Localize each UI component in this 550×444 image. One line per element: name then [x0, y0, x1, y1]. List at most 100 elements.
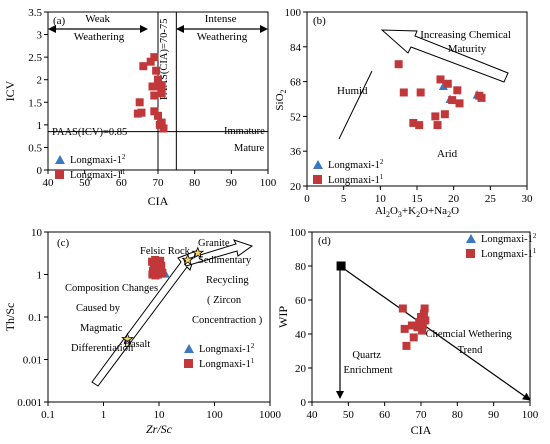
panel-d-ticks: 40 50 60 70 80 90 100 0 20 40 60 80 100: [290, 227, 539, 421]
panel-d-point-square: [400, 324, 409, 333]
panel-b-legend-1-name: Longmaxi-1: [328, 175, 380, 186]
panel-c: 0.1 1 10 100 1000 0.001 0.01 0.1 1 10 (c) Felsic …: [3, 227, 282, 436]
panel-a-point-square: [154, 75, 162, 84]
panel-d-legend-1-sup: 1: [533, 247, 537, 255]
panel-a-weak-line1: Weak: [85, 13, 110, 25]
panel-a-point-square: [157, 81, 166, 90]
panel-a-ytick-label: 3: [37, 30, 43, 42]
panel-c-reference-star: [191, 246, 205, 259]
panel-b-legend-item-1: Longmaxi-11: [328, 173, 384, 186]
panel-a-ticks: 40 50 60 70 80 90 100 0 0.5 1 1.5 2 2.5 3 3.5: [28, 7, 277, 189]
panel-d-xtick-label: 90: [488, 409, 500, 421]
panel-c-zircon-text: ( Zircon: [207, 295, 242, 306]
panel-b-label: (b): [313, 15, 326, 27]
panel-b-legend-2-name: Longmaxi-1: [328, 160, 380, 171]
panel-a-paas-icv-label: PAAS(ICV)=0.85: [52, 127, 127, 138]
panel-a-xtick-label: 60: [116, 177, 128, 189]
panel-b-point-square: [394, 60, 403, 69]
panel-b-point-square: [436, 75, 445, 84]
panel-c-reference-star: [181, 253, 195, 266]
panel-c-ytick-label: 0.01: [23, 355, 42, 367]
panel-a-point-square: [135, 98, 144, 107]
panel-d-legend-1-name: Longmaxi-1: [481, 249, 533, 260]
panel-b-point-square: [448, 96, 457, 105]
panel-a-point-square: [150, 107, 159, 116]
panel-d-reference-square: [336, 261, 346, 271]
panel-a-paas-cia-label: PAAS(CIA)=70-75: [159, 19, 170, 100]
panel-b-xtick-label: 25: [485, 193, 497, 205]
panel-c-xtick-label: 100: [206, 409, 223, 421]
panel-b-ticks: 0 5 10 15 20 25 30 20 36 52 68 84 100: [285, 7, 534, 205]
panel-c-recycling-arrow: [183, 239, 254, 267]
panel-a-point-square: [157, 89, 166, 98]
panel-a-ytick-label: 0.5: [28, 142, 42, 154]
panel-b-ytick-label: 68: [290, 77, 302, 89]
panel-a-point-square: [152, 66, 161, 75]
panel-b-arid-label: Arid: [437, 148, 458, 160]
panel-c-legend-square-icon: [184, 359, 193, 368]
panel-a-weak-arrowhead-left: [48, 25, 56, 33]
panel-d-point-square: [409, 333, 418, 342]
panel-d-ytick-label: 20: [295, 363, 307, 375]
panel-c-legend-1-sup: 1: [251, 357, 255, 365]
panel-b-point-triangle: [438, 81, 448, 90]
panel-c-xtick-label: 10: [154, 409, 166, 421]
panel-c-felsic-label: Felsic Rock: [140, 246, 191, 257]
panel-b-xtick-label: 15: [412, 193, 424, 205]
panel-d-ytick-label: 0: [301, 397, 307, 409]
panel-c-legend: Longmaxi-12 Longmaxi-11: [184, 342, 255, 370]
panel-b-xlabel: Al2O3+K2O+Na2O: [375, 205, 459, 219]
panel-a: 40 50 60 70 80 90 100 0 0.5 1 1.5 2 2.5 3 3.5 (a) Weak…: [3, 7, 277, 208]
panel-c-basalt-label: Basalt: [124, 339, 150, 350]
panel-c-ytick-label: 10: [31, 227, 43, 239]
panel-a-ytick-label: 2.5: [28, 52, 42, 64]
panel-c-caused-text: Caused by: [76, 303, 121, 314]
panel-a-intense-arrowhead-right: [260, 25, 268, 33]
panel-b-xtick-label: 0: [304, 193, 310, 205]
panel-a-weak-label: Weak Weathering: [74, 13, 125, 43]
panel-d-point-square: [418, 326, 427, 335]
panel-a-xtick-label: 40: [43, 177, 55, 189]
panel-b-point-square: [440, 110, 449, 119]
panel-c-composition-text: Composition Changes: [65, 283, 158, 294]
panel-a-xtick-label: 70: [153, 177, 165, 189]
panel-b-ytick-label: 36: [290, 146, 302, 158]
panel-a-ytick-label: 1.5: [28, 97, 42, 109]
panel-d-point-square: [402, 341, 411, 350]
panel-a-legend-2-sup: 2: [122, 153, 126, 161]
panel-c-point-square: [156, 256, 165, 265]
panel-c-recycling-text: Recycling: [206, 275, 249, 286]
panel-c-ytick-label: 1: [37, 270, 43, 282]
panel-d-legend-item-1: Longmaxi-11: [481, 247, 537, 260]
panel-d-legend-2-sup: 2: [533, 232, 537, 240]
panel-b-ylabel: SiO2: [274, 89, 288, 110]
panel-b-divider-line: [338, 70, 373, 140]
panel-d-point-square: [419, 309, 428, 318]
panel-d-xtick-label: 70: [416, 409, 428, 421]
panel-a-ytick-label: 1: [37, 120, 43, 132]
panel-c-magmatic-text: Magmatic: [80, 323, 123, 334]
panel-b-legend-2-sup: 2: [380, 158, 384, 166]
panel-d-weathering-line1: Chemcial Wethering: [426, 329, 513, 340]
panel-b-legend-item-2: Longmaxi-12: [328, 158, 384, 171]
panel-b-ytick-label: 20: [290, 181, 302, 193]
panel-a-ytick-label: 2: [37, 75, 43, 87]
panel-a-legend-1-name: Longmaxi-1: [70, 170, 122, 181]
panel-a-point-square: [159, 124, 168, 133]
panel-c-sedimentary-text: Sedimentary: [198, 255, 252, 266]
panel-a-xlabel: CIA: [148, 194, 169, 208]
panel-b-point-square: [399, 88, 408, 97]
panel-c-ylabel: Th/Sc: [3, 303, 17, 332]
panel-a-ylabel: ICV: [3, 80, 17, 101]
panel-a-point-square: [157, 118, 166, 127]
panel-a-xtick-label: 100: [260, 177, 277, 189]
panel-d-xlabel: CIA: [411, 423, 432, 437]
panel-d-legend-square-icon: [466, 249, 475, 258]
panel-c-legend-1-name: Longmaxi-1: [199, 359, 251, 370]
panel-d-xtick-label: 40: [307, 409, 319, 421]
panel-d-point-square: [421, 316, 430, 325]
panel-b-legend-triangle-icon: [313, 160, 323, 169]
panel-a-ytick-label: 3.5: [28, 7, 42, 19]
panel-c-xlabel: Zr/Sc: [146, 422, 173, 436]
panel-a-ytick-label: 0: [37, 165, 43, 177]
